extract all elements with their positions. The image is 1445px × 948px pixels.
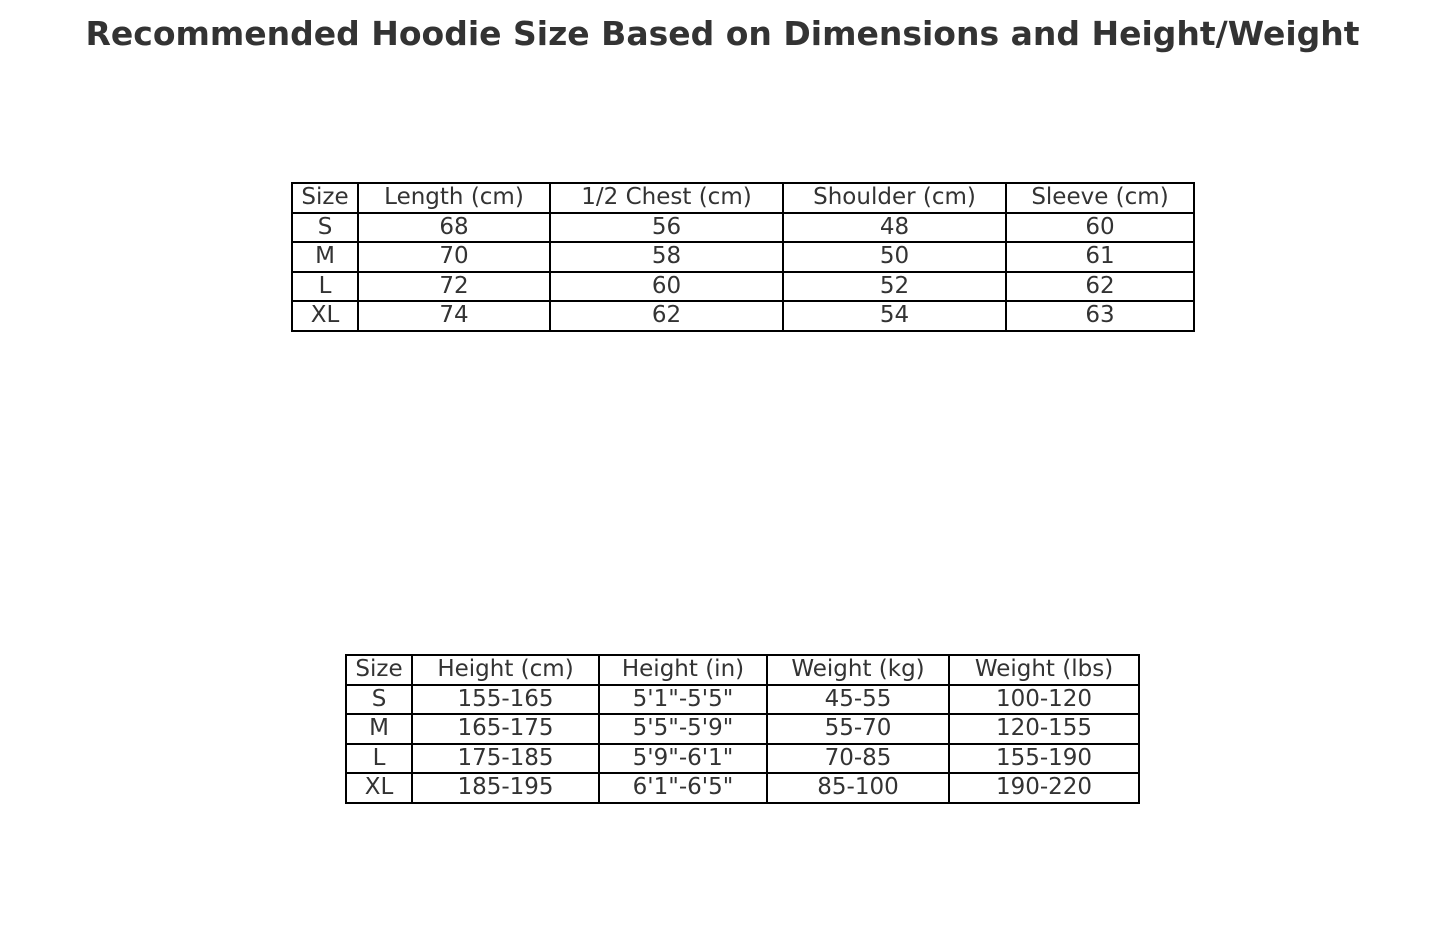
header-cell: Length (cm) — [357, 182, 551, 214]
header-cell: Sleeve (cm) — [1005, 182, 1195, 214]
table-cell: 6'1"-6'5" — [598, 772, 768, 804]
table-cell: 62 — [549, 300, 784, 332]
table-cell: 54 — [782, 300, 1007, 332]
table-cell: 55-70 — [766, 713, 950, 745]
table-cell: M — [345, 713, 413, 745]
table-cell: 70-85 — [766, 742, 950, 774]
table-cell: S — [291, 211, 359, 243]
table-cell: 85-100 — [766, 772, 950, 804]
table-cell: 52 — [782, 270, 1007, 302]
table-cell: 60 — [549, 270, 784, 302]
table-cell: 74 — [357, 300, 551, 332]
table-cell: L — [345, 742, 413, 774]
header-cell: Size — [345, 654, 413, 686]
dimensions-table: Size Length (cm) 1/2 Chest (cm) Shoulder (c… — [291, 182, 1195, 332]
header-row: Size Height (cm) Height (in) Weight (kg) Wei… — [345, 654, 1140, 686]
table-cell: 155-190 — [948, 742, 1140, 774]
header-cell: 1/2 Chest (cm) — [549, 182, 784, 214]
table-row: M 70 58 50 61 — [291, 241, 1195, 273]
table-cell: S — [345, 683, 413, 715]
table-cell: M — [291, 241, 359, 273]
table-cell: 165-175 — [411, 713, 600, 745]
table-cell: 48 — [782, 211, 1007, 243]
table-row: M 165-175 5'5"-5'9" 55-70 120-155 — [345, 713, 1140, 745]
table-cell: 5'9"-6'1" — [598, 742, 768, 774]
table-cell: 50 — [782, 241, 1007, 273]
table-cell: 5'5"-5'9" — [598, 713, 768, 745]
header-cell: Weight (kg) — [766, 654, 950, 686]
table-row: S 68 56 48 60 — [291, 211, 1195, 243]
header-cell: Shoulder (cm) — [782, 182, 1007, 214]
height-weight-table: Size Height (cm) Height (in) Weight (kg) Wei… — [345, 654, 1140, 804]
table-cell: 70 — [357, 241, 551, 273]
table-cell: 68 — [357, 211, 551, 243]
table-cell: 58 — [549, 241, 784, 273]
header-cell: Weight (lbs) — [948, 654, 1140, 686]
table-cell: 62 — [1005, 270, 1195, 302]
table-cell: 100-120 — [948, 683, 1140, 715]
table-cell: XL — [291, 300, 359, 332]
header-row: Size Length (cm) 1/2 Chest (cm) Shoulder (c… — [291, 182, 1195, 214]
table-cell: 61 — [1005, 241, 1195, 273]
table-cell: 56 — [549, 211, 784, 243]
table-cell: L — [291, 270, 359, 302]
table-cell: 175-185 — [411, 742, 600, 774]
table-cell: XL — [345, 772, 413, 804]
table-row: L 72 60 52 62 — [291, 270, 1195, 302]
header-cell: Size — [291, 182, 359, 214]
table-cell: 120-155 — [948, 713, 1140, 745]
table-row: L 175-185 5'9"-6'1" 70-85 155-190 — [345, 742, 1140, 774]
table-row: XL 185-195 6'1"-6'5" 85-100 190-220 — [345, 772, 1140, 804]
table-cell: 60 — [1005, 211, 1195, 243]
chart-title: Recommended Hoodie Size Based on Dimensi… — [85, 14, 1360, 53]
header-cell: Height (in) — [598, 654, 768, 686]
table-cell: 45-55 — [766, 683, 950, 715]
table-cell: 190-220 — [948, 772, 1140, 804]
header-cell: Height (cm) — [411, 654, 600, 686]
table-cell: 5'1"-5'5" — [598, 683, 768, 715]
table-cell: 72 — [357, 270, 551, 302]
table-cell: 155-165 — [411, 683, 600, 715]
table-row: S 155-165 5'1"-5'5" 45-55 100-120 — [345, 683, 1140, 715]
table-cell: 185-195 — [411, 772, 600, 804]
table-row: XL 74 62 54 63 — [291, 300, 1195, 332]
table-cell: 63 — [1005, 300, 1195, 332]
